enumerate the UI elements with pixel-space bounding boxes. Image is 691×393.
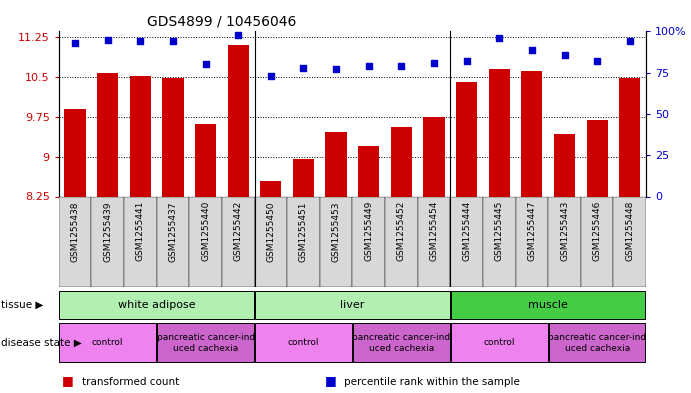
Bar — [451, 196, 483, 287]
Point — [102, 37, 113, 43]
Text: control: control — [92, 338, 124, 347]
Bar — [614, 196, 646, 287]
Bar — [97, 73, 118, 196]
Point — [135, 38, 146, 44]
Text: GSM1255450: GSM1255450 — [266, 201, 275, 261]
Text: tissue ▶: tissue ▶ — [1, 300, 43, 310]
Text: ■: ■ — [325, 374, 337, 387]
Bar — [483, 196, 515, 287]
Point — [330, 66, 341, 73]
Text: muscle: muscle — [528, 300, 568, 310]
Bar — [189, 196, 222, 287]
Bar — [581, 196, 614, 287]
Bar — [554, 134, 575, 196]
Point — [265, 73, 276, 79]
FancyBboxPatch shape — [255, 323, 352, 362]
Text: control: control — [287, 338, 319, 347]
Bar — [254, 196, 287, 287]
Text: GSM1255444: GSM1255444 — [462, 201, 471, 261]
FancyBboxPatch shape — [451, 291, 645, 319]
FancyBboxPatch shape — [451, 323, 547, 362]
Text: GSM1255438: GSM1255438 — [70, 201, 79, 261]
Point — [624, 38, 635, 44]
Point — [591, 58, 603, 64]
Point — [363, 63, 375, 69]
Point — [527, 46, 538, 53]
Bar — [157, 196, 189, 287]
Bar — [390, 127, 412, 196]
Text: liver: liver — [340, 300, 365, 310]
Text: GSM1255442: GSM1255442 — [234, 201, 243, 261]
Text: GSM1255443: GSM1255443 — [560, 201, 569, 261]
Bar — [385, 196, 417, 287]
Bar — [227, 45, 249, 196]
Text: pancreatic cancer-ind
uced cachexia: pancreatic cancer-ind uced cachexia — [352, 333, 451, 353]
Text: GSM1255445: GSM1255445 — [495, 201, 504, 261]
Text: GSM1255441: GSM1255441 — [136, 201, 145, 261]
Bar — [489, 69, 510, 196]
Bar — [91, 196, 124, 287]
Text: GSM1255440: GSM1255440 — [201, 201, 210, 261]
Text: control: control — [484, 338, 515, 347]
Point — [493, 35, 504, 41]
Text: GSM1255447: GSM1255447 — [527, 201, 536, 261]
Bar — [162, 78, 184, 196]
Bar — [287, 196, 320, 287]
Point — [233, 31, 244, 38]
Point — [428, 60, 439, 66]
Bar — [548, 196, 581, 287]
Text: pancreatic cancer-ind
uced cachexia: pancreatic cancer-ind uced cachexia — [156, 333, 255, 353]
Bar — [293, 159, 314, 196]
Text: pancreatic cancer-ind
uced cachexia: pancreatic cancer-ind uced cachexia — [548, 333, 646, 353]
Text: GSM1255446: GSM1255446 — [593, 201, 602, 261]
Text: GSM1255452: GSM1255452 — [397, 201, 406, 261]
Bar — [222, 196, 254, 287]
Bar — [130, 75, 151, 196]
Point — [167, 38, 178, 44]
Bar — [521, 72, 542, 196]
Text: GSM1255437: GSM1255437 — [169, 201, 178, 261]
Text: disease state ▶: disease state ▶ — [1, 338, 82, 348]
Bar — [64, 108, 86, 196]
Text: GSM1255454: GSM1255454 — [430, 201, 439, 261]
FancyBboxPatch shape — [353, 323, 450, 362]
Bar — [515, 196, 548, 287]
Bar — [587, 120, 608, 196]
Text: GSM1255453: GSM1255453 — [332, 201, 341, 261]
Text: GSM1255449: GSM1255449 — [364, 201, 373, 261]
Point — [559, 51, 570, 58]
Bar — [195, 123, 216, 196]
Bar — [619, 78, 641, 196]
Bar — [456, 82, 477, 196]
Point — [461, 58, 472, 64]
Bar — [352, 196, 385, 287]
Point — [200, 61, 211, 68]
Text: GDS4899 / 10456046: GDS4899 / 10456046 — [146, 15, 296, 29]
Point — [396, 63, 407, 69]
Bar — [358, 146, 379, 196]
Text: GSM1255451: GSM1255451 — [299, 201, 308, 261]
FancyBboxPatch shape — [59, 291, 254, 319]
Text: ■: ■ — [62, 374, 74, 387]
FancyBboxPatch shape — [549, 323, 645, 362]
FancyBboxPatch shape — [59, 323, 156, 362]
Bar — [124, 196, 157, 287]
Point — [70, 40, 81, 46]
FancyBboxPatch shape — [255, 291, 450, 319]
FancyBboxPatch shape — [158, 323, 254, 362]
Bar — [424, 117, 444, 196]
Bar — [325, 132, 347, 196]
Point — [298, 64, 309, 71]
Text: GSM1255448: GSM1255448 — [625, 201, 634, 261]
Bar — [320, 196, 352, 287]
Bar — [261, 180, 281, 196]
Text: GSM1255439: GSM1255439 — [103, 201, 112, 261]
Text: white adipose: white adipose — [117, 300, 196, 310]
Bar — [59, 196, 91, 287]
Text: transformed count: transformed count — [82, 377, 179, 387]
Text: percentile rank within the sample: percentile rank within the sample — [344, 377, 520, 387]
Bar — [417, 196, 451, 287]
